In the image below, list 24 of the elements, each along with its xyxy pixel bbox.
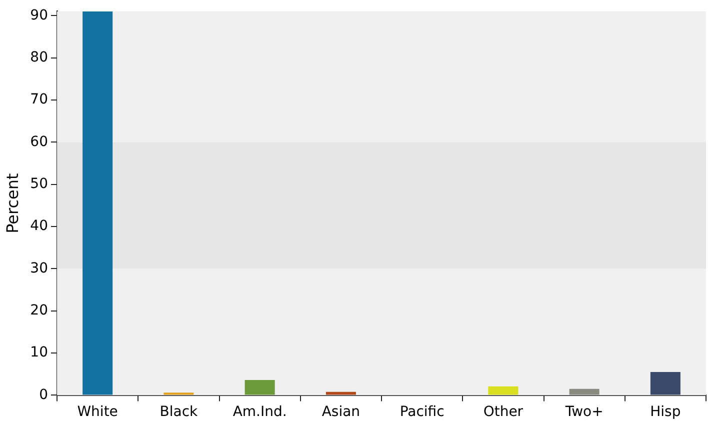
x-tick-label: Hisp <box>650 404 681 420</box>
bar <box>244 380 275 395</box>
x-tick-label: Am.Ind. <box>232 404 287 420</box>
x-tick-label: Two+ <box>564 404 604 420</box>
y-tick-label: 30 <box>30 260 48 276</box>
y-tick-label: 60 <box>30 134 48 150</box>
bar <box>488 386 518 395</box>
y-tick-label: 40 <box>30 218 48 234</box>
y-tick-label: 10 <box>30 344 48 361</box>
x-tick-label: Asian <box>322 404 360 420</box>
x-tick-label: White <box>77 404 118 420</box>
y-tick-label: 70 <box>30 92 48 108</box>
y-axis-title: Percent <box>2 173 22 234</box>
x-tick-label: Other <box>483 404 524 420</box>
y-tick-label: 80 <box>30 49 48 66</box>
y-tick-label: 50 <box>30 176 48 192</box>
y-tick-label: 20 <box>30 302 48 318</box>
x-tick-label: Pacific <box>400 404 444 420</box>
y-tick-label: 0 <box>39 386 48 403</box>
y-tick-label: 90 <box>30 7 48 24</box>
x-tick-label: Black <box>160 404 199 420</box>
bar <box>650 372 680 395</box>
bar <box>82 11 113 395</box>
bar <box>569 388 600 395</box>
